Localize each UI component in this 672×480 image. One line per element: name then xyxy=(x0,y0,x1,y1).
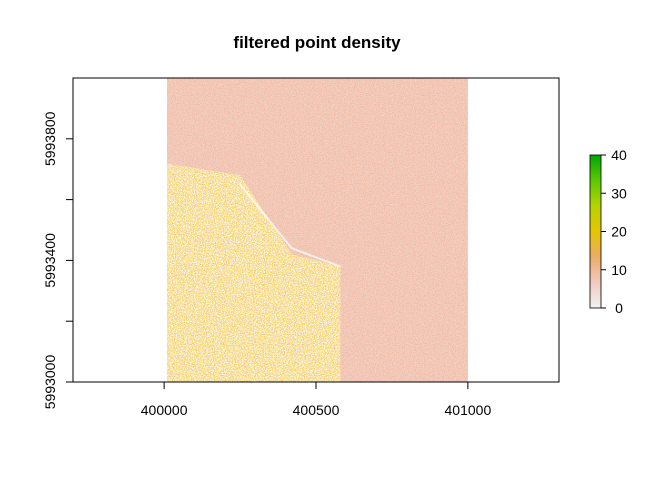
legend-tick-label: 10 xyxy=(611,262,627,278)
legend-tick-label: 0 xyxy=(615,300,623,316)
x-tick-label: 400500 xyxy=(293,402,340,418)
color-legend: 0 10 20 30 40 xyxy=(589,147,627,316)
y-tick-label: 5993800 xyxy=(42,111,58,166)
y-tick-label: 5993000 xyxy=(42,355,58,410)
legend-tick-label: 30 xyxy=(611,185,627,201)
x-tick-label: 400000 xyxy=(141,402,188,418)
chart-title: filtered point density xyxy=(233,33,401,52)
x-tick-label: 401000 xyxy=(445,402,492,418)
x-axis: 400000 400500 401000 xyxy=(141,381,492,418)
legend-tick-label: 20 xyxy=(611,224,627,240)
y-tick-label: 5993400 xyxy=(42,233,58,288)
legend-color-bar xyxy=(590,155,601,308)
legend-tick-label: 40 xyxy=(611,147,627,163)
speckle-edge xyxy=(239,183,341,268)
speckle-sparse xyxy=(167,78,468,382)
y-axis: 5993000 5993400 5993800 xyxy=(42,111,74,410)
density-texture xyxy=(167,78,468,382)
